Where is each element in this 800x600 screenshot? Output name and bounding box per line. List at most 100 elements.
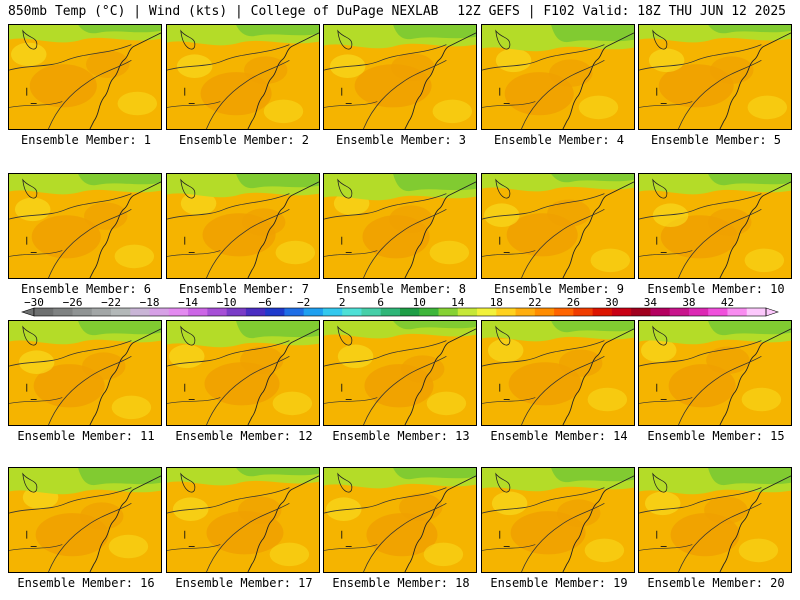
ensemble-member-map	[481, 173, 635, 279]
temperature-field-map	[639, 468, 791, 572]
ensemble-member-label: Ensemble Member: 18	[332, 576, 470, 590]
ensemble-member-label: Ensemble Member: 12	[175, 429, 313, 443]
colorbar-swatch	[149, 308, 170, 316]
ensemble-member-label: Ensemble Member: 3	[335, 133, 467, 147]
colorbar-swatch	[53, 308, 73, 316]
temperature-field-map	[324, 321, 476, 425]
ensemble-member-map	[323, 173, 477, 279]
colorbar-swatch	[72, 308, 93, 316]
colorbar-swatch	[592, 308, 613, 316]
colorbar-swatch	[226, 308, 247, 316]
ensemble-member-label: Ensemble Member: 5	[650, 133, 782, 147]
ensemble-member-map	[481, 24, 635, 130]
colorbar-tick-label: 30	[605, 296, 618, 309]
colorbar-swatch	[34, 308, 54, 316]
colorbar-right-arrow	[765, 307, 779, 317]
ensemble-member-map	[638, 320, 792, 426]
ensemble-member-label: Ensemble Member: 13	[332, 429, 470, 443]
colorbar-swatch	[554, 308, 574, 316]
temperature-field-map	[9, 321, 161, 425]
colorbar-tick-label: 2	[339, 296, 346, 309]
colorbar-tick-label: 18	[490, 296, 503, 309]
temperature-field-map	[324, 25, 476, 129]
temperature-field-map	[639, 321, 791, 425]
ensemble-member-label: Ensemble Member: 16	[17, 576, 155, 590]
colorbar-swatch	[380, 308, 401, 316]
ensemble-member-map	[166, 173, 320, 279]
ensemble-member-map	[323, 467, 477, 573]
ensemble-member-label: Ensemble Member: 2	[178, 133, 310, 147]
colorbar-swatch	[496, 308, 516, 316]
colorbar-tick-label: −26	[63, 296, 83, 309]
colorbar-swatch	[91, 308, 112, 316]
colorbar-swatch	[342, 308, 362, 316]
colorbar-swatch	[400, 308, 420, 316]
colorbar-swatch	[746, 308, 767, 316]
colorbar-swatch	[111, 308, 131, 316]
temperature-field-map	[167, 468, 319, 572]
colorbar-left-arrow	[21, 307, 35, 317]
colorbar-tick-label: −22	[101, 296, 121, 309]
colorbar-swatch	[188, 308, 208, 316]
colorbar-swatch	[130, 308, 150, 316]
colorbar-swatch	[688, 308, 709, 316]
colorbar-svg: −30 −26 −22 −18 −14 −10 −6 −2 2 6 10 14 18 22 26 30 34 38…	[21, 296, 779, 317]
colorbar-tick-label: 42	[721, 296, 734, 309]
ensemble-member-label: Ensemble Member: 11	[17, 429, 155, 443]
ensemble-member-label: Ensemble Member: 14	[490, 429, 628, 443]
ensemble-member-map	[638, 24, 792, 130]
colorbar-tick-label: 22	[528, 296, 541, 309]
ensemble-member-label: Ensemble Member: 10	[647, 282, 785, 296]
ensemble-member-map	[8, 467, 162, 573]
ensemble-member-label: Ensemble Member: 19	[490, 576, 628, 590]
temperature-field-map	[639, 25, 791, 129]
ensemble-member-map	[481, 320, 635, 426]
colorbar-swatch	[631, 308, 651, 316]
ensemble-member-map	[638, 173, 792, 279]
colorbar-outline	[33, 307, 767, 317]
colorbar-tick-label: 26	[567, 296, 580, 309]
header-title: 850mb Temp (°C) | Wind (kts) | College o…	[8, 4, 439, 19]
colorbar-swatch	[419, 308, 439, 316]
colorbar-swatch	[284, 308, 305, 316]
temperature-field-map	[639, 174, 791, 278]
ensemble-member-label: Ensemble Member: 9	[493, 282, 625, 296]
colorbar-swatch	[611, 308, 632, 316]
ensemble-member-map	[166, 467, 320, 573]
temperature-field-map	[167, 25, 319, 129]
colorbar-swatch	[477, 308, 497, 316]
ensemble-member-label: Ensemble Member: 8	[335, 282, 467, 296]
colorbar-swatch	[322, 308, 343, 316]
temperature-field-map	[9, 174, 161, 278]
colorbar-swatch	[265, 308, 285, 316]
colorbar-swatch	[168, 308, 189, 316]
colorbar-tick-label: 14	[451, 296, 465, 309]
colorbar-tick-label: −6	[259, 296, 272, 309]
ensemble-member-map	[481, 467, 635, 573]
colorbar-swatch	[457, 308, 478, 316]
colorbar-tick-label: 6	[377, 296, 384, 309]
temperature-field-map	[324, 468, 476, 572]
ensemble-member-map	[638, 467, 792, 573]
ensemble-member-label: Ensemble Member: 20	[647, 576, 785, 590]
temperature-field-map	[167, 321, 319, 425]
colorbar-swatch	[669, 308, 690, 316]
temperature-field-map	[9, 25, 161, 129]
ensemble-member-label: Ensemble Member: 15	[647, 429, 785, 443]
ensemble-member-map	[8, 320, 162, 426]
ensemble-member-map	[8, 24, 162, 130]
ensemble-member-map	[166, 320, 320, 426]
colorbar-swatch	[515, 308, 536, 316]
temperature-field-map	[482, 321, 634, 425]
colorbar-tick-label: 10	[413, 296, 426, 309]
ensemble-member-label: Ensemble Member: 17	[175, 576, 313, 590]
ensemble-member-map	[166, 24, 320, 130]
ensemble-member-label: Ensemble Member: 4	[493, 133, 625, 147]
ensemble-member-label: Ensemble Member: 6	[20, 282, 152, 296]
ensemble-member-map	[323, 320, 477, 426]
colorbar-tick-label: −2	[297, 296, 310, 309]
colorbar-tick-label: −10	[217, 296, 237, 309]
colorbar-swatch	[361, 308, 382, 316]
colorbar-tick-label: 38	[682, 296, 695, 309]
colorbar-tick-label: −18	[140, 296, 160, 309]
